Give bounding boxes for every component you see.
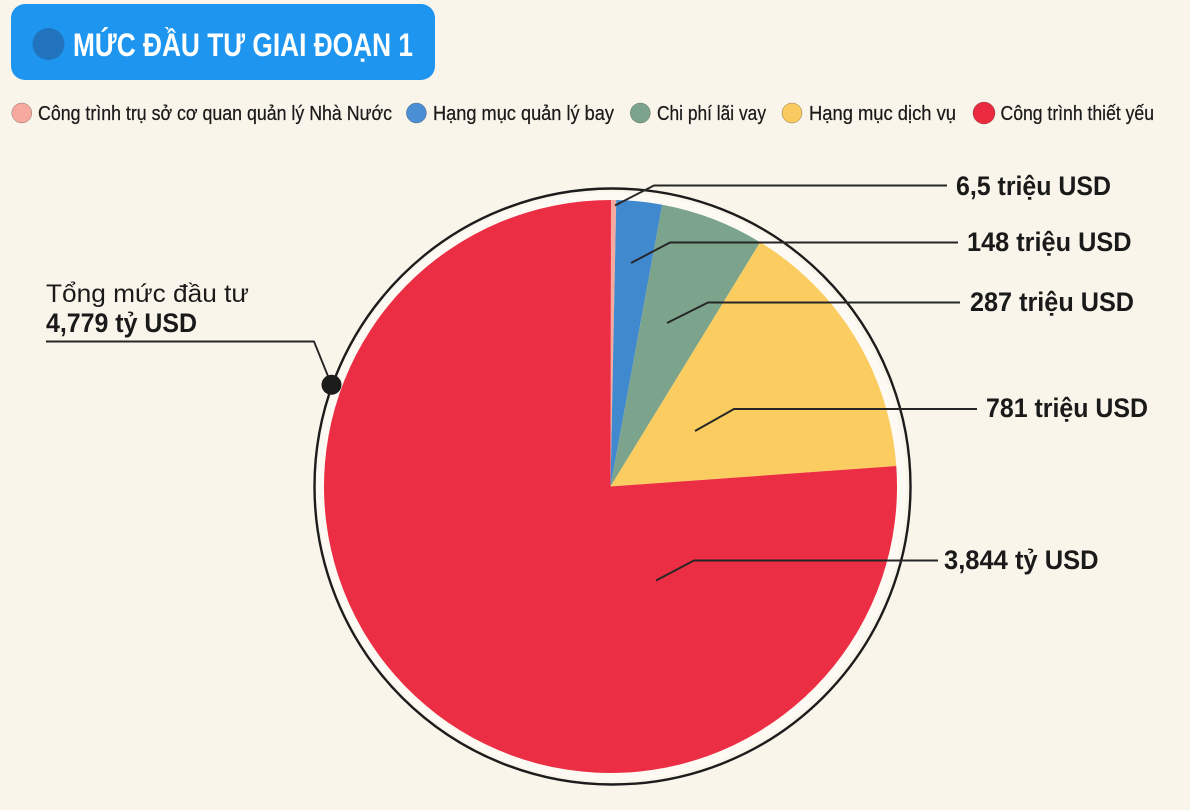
svg-text:Công trình thiết yếu: Công trình thiết yếu — [1001, 103, 1155, 125]
svg-text:Tổng mức đầu tư: Tổng mức đầu tư — [46, 280, 249, 308]
svg-text:Hạng mục quản lý bay: Hạng mục quản lý bay — [433, 103, 614, 125]
svg-text:4,779 tỷ USD: 4,779 tỷ USD — [46, 308, 197, 338]
svg-text:781 triệu USD: 781 triệu USD — [986, 393, 1148, 423]
svg-text:Chi phí lãi vay: Chi phí lãi vay — [657, 103, 766, 125]
svg-text:MỨC ĐẦU TƯ GIAI ĐOẠN 1: MỨC ĐẦU TƯ GIAI ĐOẠN 1 — [73, 27, 413, 63]
svg-text:148 triệu USD: 148 triệu USD — [967, 227, 1132, 257]
svg-text:287 triệu USD: 287 triệu USD — [970, 287, 1134, 317]
svg-text:Công trình trụ sở cơ quan quản: Công trình trụ sở cơ quan quản lý Nhà Nư… — [38, 103, 392, 125]
svg-text:Hạng mục dịch vụ: Hạng mục dịch vụ — [809, 103, 956, 125]
svg-text:3,844 tỷ USD: 3,844 tỷ USD — [944, 545, 1099, 575]
svg-text:6,5 triệu USD: 6,5 triệu USD — [956, 171, 1111, 201]
